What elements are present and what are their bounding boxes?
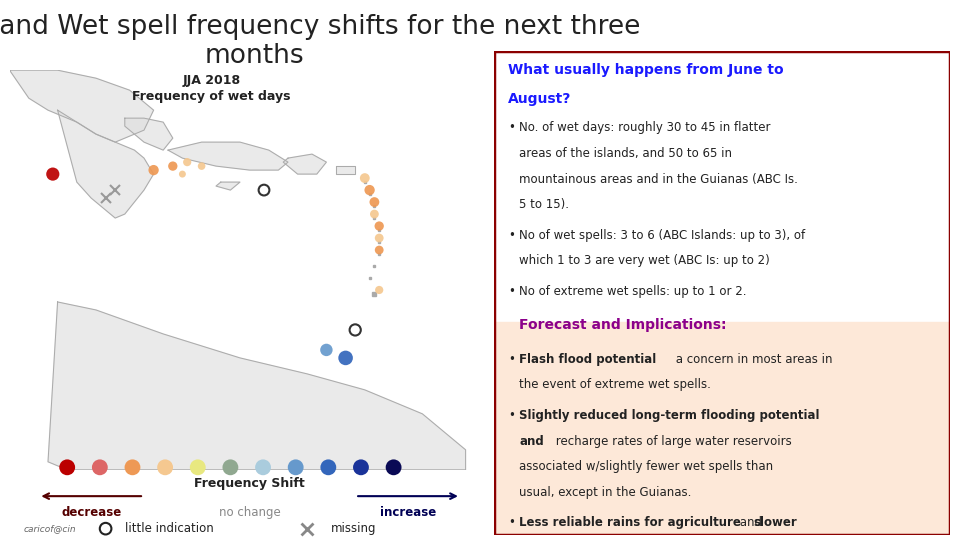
Point xyxy=(338,354,353,362)
Text: decrease: decrease xyxy=(61,506,121,519)
Point xyxy=(348,326,363,334)
Point xyxy=(321,463,336,471)
Point xyxy=(194,162,209,171)
Point xyxy=(125,463,140,471)
Text: What usually happens from June to: What usually happens from June to xyxy=(508,63,783,77)
Text: •: • xyxy=(508,228,515,242)
Text: months: months xyxy=(204,43,304,69)
Text: and: and xyxy=(519,435,544,448)
Point xyxy=(357,174,372,183)
Point xyxy=(223,463,238,471)
Point xyxy=(372,222,387,231)
Text: mountainous areas and in the Guianas (ABC Is.: mountainous areas and in the Guianas (AB… xyxy=(519,173,799,186)
Text: Slightly reduced long-term flooding potential: Slightly reduced long-term flooding pote… xyxy=(519,409,820,422)
Polygon shape xyxy=(216,182,240,190)
Text: a concern in most areas in: a concern in most areas in xyxy=(672,353,832,366)
Point xyxy=(146,166,161,174)
Point xyxy=(362,186,377,194)
Polygon shape xyxy=(283,154,326,174)
Bar xyxy=(494,322,950,535)
Text: usual, except in the Guianas.: usual, except in the Guianas. xyxy=(519,486,692,499)
Point xyxy=(60,463,75,471)
Polygon shape xyxy=(168,142,288,170)
Point xyxy=(372,246,387,254)
Polygon shape xyxy=(10,70,154,142)
Point xyxy=(353,463,369,471)
Text: Less reliable rains for agriculture: Less reliable rains for agriculture xyxy=(519,516,741,529)
Point xyxy=(165,162,180,171)
Point xyxy=(256,186,272,194)
Text: areas of the islands, and 50 to 65 in: areas of the islands, and 50 to 65 in xyxy=(519,147,732,160)
Text: caricof@cin: caricof@cin xyxy=(24,524,77,533)
Polygon shape xyxy=(58,110,154,218)
Text: the event of extreme wet spells.: the event of extreme wet spells. xyxy=(519,379,711,392)
Point xyxy=(157,463,173,471)
Text: •: • xyxy=(508,516,515,529)
Text: Wet days and Wet spell frequency shifts for the next three: Wet days and Wet spell frequency shifts … xyxy=(0,14,640,39)
Text: •: • xyxy=(508,353,515,366)
Text: slower: slower xyxy=(754,516,797,529)
Point xyxy=(367,210,382,218)
Bar xyxy=(494,51,950,322)
Text: Flash flood potential: Flash flood potential xyxy=(519,353,657,366)
Text: associated w/slightly fewer wet spells than: associated w/slightly fewer wet spells t… xyxy=(519,460,774,473)
Text: which 1 to 3 are very wet (ABC Is: up to 2): which 1 to 3 are very wet (ABC Is: up to… xyxy=(519,254,770,267)
Text: missing: missing xyxy=(331,522,376,535)
Point xyxy=(180,158,195,166)
Polygon shape xyxy=(48,302,466,470)
Text: 5 to 15).: 5 to 15). xyxy=(519,198,569,211)
Point xyxy=(175,170,190,178)
Text: No of wet spells: 3 to 6 (ABC Islands: up to 3), of: No of wet spells: 3 to 6 (ABC Islands: u… xyxy=(519,228,805,242)
Text: increase: increase xyxy=(380,506,436,519)
Text: No of extreme wet spells: up to 1 or 2.: No of extreme wet spells: up to 1 or 2. xyxy=(519,285,747,298)
Text: recharge rates of large water reservoirs: recharge rates of large water reservoirs xyxy=(552,435,792,448)
Text: •: • xyxy=(508,409,515,422)
Point xyxy=(45,170,60,178)
Text: and: and xyxy=(736,516,766,529)
Point xyxy=(372,286,387,294)
Text: No. of wet days: roughly 30 to 45 in flatter: No. of wet days: roughly 30 to 45 in fla… xyxy=(519,122,771,134)
Polygon shape xyxy=(125,118,173,150)
Point xyxy=(92,463,108,471)
Text: •: • xyxy=(508,285,515,298)
Text: •: • xyxy=(508,122,515,134)
Text: little indication: little indication xyxy=(125,522,213,535)
Point xyxy=(319,346,334,354)
Point xyxy=(288,463,303,471)
Text: Frequency Shift: Frequency Shift xyxy=(194,477,305,490)
Text: August?: August? xyxy=(508,92,571,106)
Point xyxy=(386,463,401,471)
Text: Forecast and Implications:: Forecast and Implications: xyxy=(519,318,727,332)
Text: no change: no change xyxy=(219,506,280,519)
Point xyxy=(372,234,387,242)
Point xyxy=(255,463,271,471)
Polygon shape xyxy=(336,166,355,174)
Point xyxy=(98,524,113,533)
Point xyxy=(190,463,205,471)
Point xyxy=(367,198,382,206)
Text: Frequency of wet days: Frequency of wet days xyxy=(132,90,291,103)
Text: JJA 2018: JJA 2018 xyxy=(182,74,240,87)
